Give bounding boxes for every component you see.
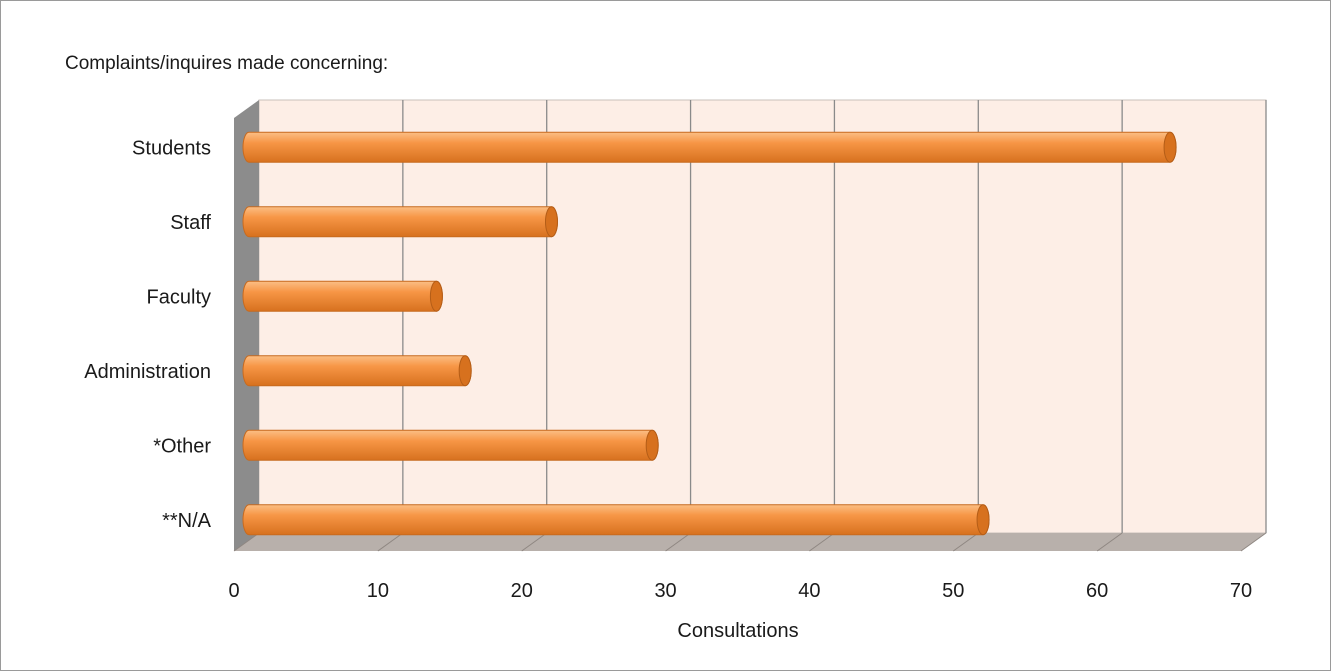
bar-end-cap	[429, 280, 443, 312]
bar-end-cap	[645, 429, 659, 461]
floor-gridline	[665, 532, 691, 552]
x-tick-label: 70	[1230, 580, 1252, 602]
bar-end-cap	[976, 504, 990, 536]
x-tick-label: 0	[228, 580, 239, 602]
y-category-label: *Other	[153, 435, 211, 457]
y-category-label: Faculty	[147, 286, 211, 308]
x-axis-title: Consultations	[677, 620, 798, 642]
floor-gridline	[809, 532, 835, 552]
bar	[242, 206, 558, 238]
y-category-label: **N/A	[162, 510, 212, 532]
chart-title: Complaints/inquires made concerning:	[65, 53, 388, 74]
bar	[242, 131, 1177, 163]
y-category-label: Students	[132, 137, 211, 159]
plot-area: 0 10 20 30 40 50 60 70 Students Staff Faculty Admin…	[84, 99, 1267, 602]
floor	[234, 533, 1266, 551]
bar-end-cap	[1163, 131, 1177, 163]
x-tick-label: 40	[798, 580, 820, 602]
y-category-label: Staff	[170, 212, 211, 234]
floor-gridline	[521, 532, 548, 552]
back-wall	[258, 99, 1267, 534]
bar-end-cap	[458, 355, 472, 387]
x-tick-label: 10	[367, 580, 389, 602]
floor-gridline	[952, 532, 979, 552]
bar-end-cap	[544, 206, 558, 238]
floor-gridline	[1240, 532, 1267, 552]
x-tick-label: 50	[942, 580, 964, 602]
bar	[242, 280, 443, 312]
floor-gridline	[1096, 532, 1123, 552]
x-tick-label: 60	[1086, 580, 1108, 602]
y-category-label: Administration	[84, 361, 211, 383]
x-tick-label: 20	[511, 580, 533, 602]
floor-gridline	[377, 532, 404, 552]
bar	[242, 429, 659, 461]
side-wall	[234, 100, 259, 551]
bar	[242, 355, 472, 387]
bar	[242, 504, 990, 536]
x-tick-label: 30	[654, 580, 676, 602]
floor-gridline	[233, 532, 260, 552]
